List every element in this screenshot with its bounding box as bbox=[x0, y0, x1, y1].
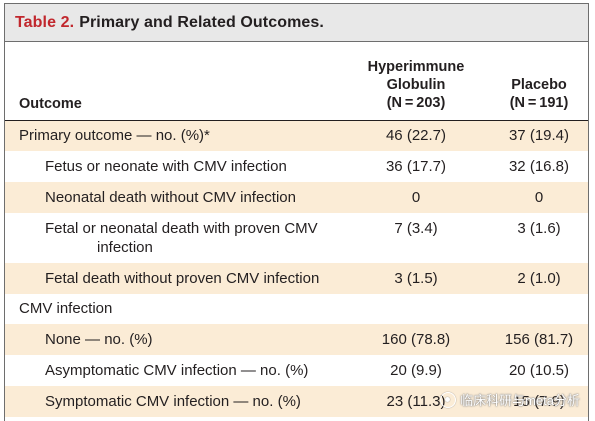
table-frame: Table 2. Primary and Related Outcomes. O… bbox=[4, 3, 589, 421]
row-label: CMV infection bbox=[19, 300, 113, 317]
value-placebo: 15 (7.9) bbox=[513, 393, 565, 410]
row-label-line: Fetal or neonatal death with proven CMV bbox=[45, 220, 318, 237]
header-placebo: Placebo (N = 191) bbox=[493, 76, 585, 112]
row-label: Fetal or neonatal death with proven CMV … bbox=[5, 213, 318, 263]
row-label: Fetus or neonate with CMV infection bbox=[45, 158, 287, 175]
value-hyperimmune: 23 (11.3) bbox=[386, 393, 446, 410]
value-hyperimmune: 36 (17.7) bbox=[385, 158, 447, 175]
value-placebo: 0 bbox=[534, 189, 544, 206]
value-placebo: 3 (1.6) bbox=[517, 220, 561, 237]
value-hyperimmune: 46 (22.7) bbox=[385, 127, 447, 144]
header-hyperimmune-globulin: Hyperimmune Globulin (N = 203) bbox=[357, 58, 475, 112]
table-title: Table 2. Primary and Related Outcomes. bbox=[5, 4, 588, 42]
table-row: Asymptomatic CMV infection — no. (%) 20 … bbox=[5, 355, 588, 386]
watermark-text: 临床科研与meta分析 bbox=[460, 393, 580, 408]
value-placebo: 156 (81.7) bbox=[504, 331, 574, 348]
table-row: Primary outcome — no. (%)* 46 (22.7) 37 … bbox=[5, 121, 588, 151]
row-label: Fetal death without proven CMV infection bbox=[45, 270, 320, 287]
row-label: None — no. (%) bbox=[45, 331, 153, 348]
row-label-line: infection bbox=[97, 239, 153, 256]
value-hyperimmune: 160 (78.8) bbox=[381, 331, 451, 348]
header-line: Placebo bbox=[511, 77, 567, 93]
value-hyperimmune: 0 bbox=[411, 189, 421, 206]
header-outcome: Outcome bbox=[19, 96, 82, 112]
value-placebo: 32 (16.8) bbox=[508, 158, 570, 175]
value-hyperimmune: 7 (3.4) bbox=[394, 220, 438, 237]
wechat-icon bbox=[440, 391, 457, 408]
value-placebo: 20 (10.5) bbox=[508, 362, 570, 379]
value-hyperimmune: 20 (9.9) bbox=[390, 362, 442, 379]
table-caption: Primary and Related Outcomes. bbox=[79, 13, 324, 31]
value-placebo: 2 (1.0) bbox=[517, 270, 561, 287]
table-row: CMV infection bbox=[5, 294, 588, 324]
table-row: Neonatal death without CMV infection 0 0 bbox=[5, 182, 588, 213]
table-row: Fetal or neonatal death with proven CMV … bbox=[5, 213, 588, 263]
header-line: (N = 203) bbox=[386, 95, 446, 111]
table-number: Table 2. bbox=[15, 13, 75, 31]
table-row: None — no. (%) 160 (78.8) 156 (81.7) bbox=[5, 324, 588, 355]
table-header: Outcome Hyperimmune Globulin (N = 203) P… bbox=[5, 42, 588, 121]
header-line: Globulin bbox=[386, 77, 446, 93]
table-row: Fetus or neonate with CMV infection 36 (… bbox=[5, 151, 588, 182]
header-line: (N = 191) bbox=[509, 95, 569, 111]
value-placebo: 37 (19.4) bbox=[508, 127, 570, 144]
value-hyperimmune: 3 (1.5) bbox=[394, 270, 438, 287]
row-label: Primary outcome — no. (%)* bbox=[19, 127, 210, 144]
header-line: Hyperimmune bbox=[367, 59, 465, 75]
table-row: Fetal death without proven CMV infection… bbox=[5, 263, 588, 294]
watermark: 临床科研与meta分析 bbox=[440, 390, 580, 409]
table-row: Symptomatic CMV infection — no. (%) 23 (… bbox=[5, 386, 588, 417]
row-label: Symptomatic CMV infection — no. (%) bbox=[45, 393, 301, 410]
row-label: Neonatal death without CMV infection bbox=[45, 189, 296, 206]
row-label: Asymptomatic CMV infection — no. (%) bbox=[45, 362, 309, 379]
